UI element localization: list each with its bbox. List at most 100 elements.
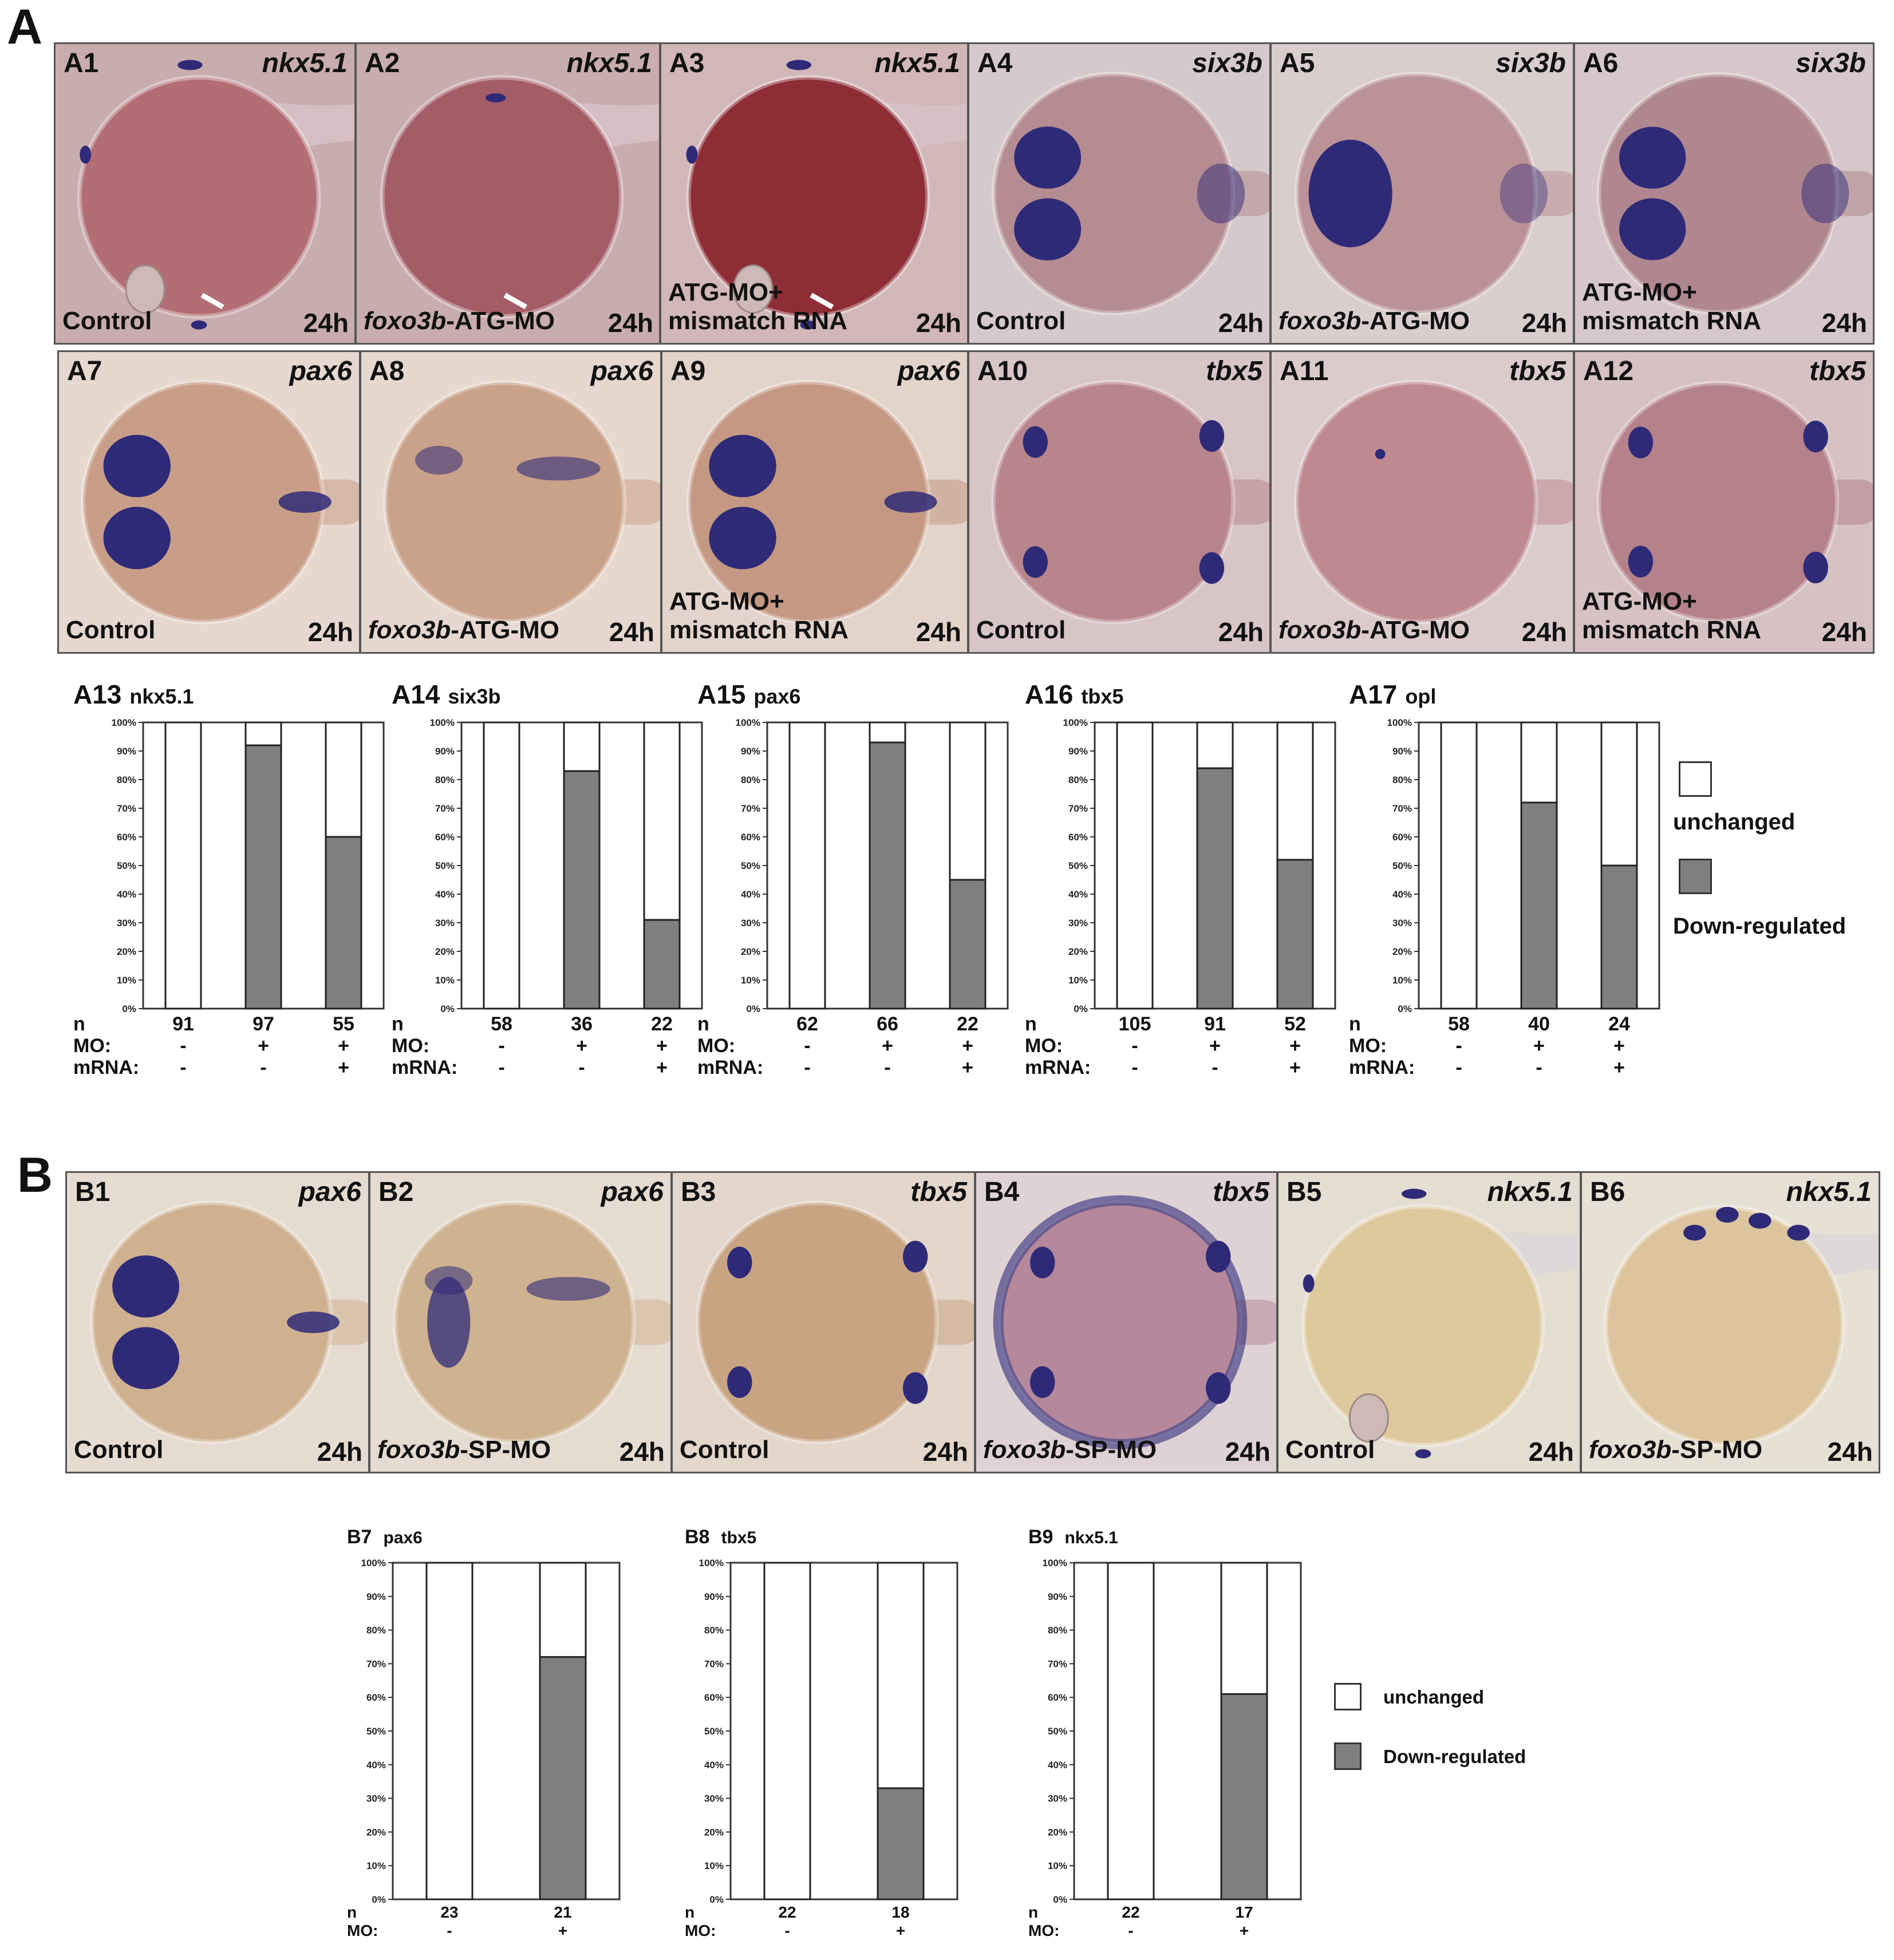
y-tick-label: 0%	[709, 1894, 724, 1905]
white-arrow	[503, 293, 527, 310]
condition-line: foxo3b-ATG-MO	[1279, 615, 1470, 644]
condition-line: ATG-MO+	[669, 587, 784, 616]
gene-name: tbx5	[1809, 356, 1866, 386]
mo-value: +	[1533, 1035, 1545, 1057]
chart-title: A13 nkx5.1	[73, 681, 194, 708]
y-tick-label: 20%	[741, 946, 760, 957]
y-tick-label: 90%	[704, 1591, 724, 1602]
mrna-value: -	[260, 1057, 266, 1078]
mrna-value: -	[884, 1057, 890, 1078]
condition-line: foxo3b-ATG-MO	[368, 615, 560, 644]
expression-spot	[80, 145, 92, 164]
y-tick-label: 50%	[741, 860, 760, 871]
timepoint-label: 24h	[1528, 1437, 1574, 1467]
timepoint-label: 24h	[317, 1437, 362, 1467]
legend-label-down: Down-regulated	[1383, 1746, 1526, 1767]
y-tick-label: 70%	[366, 1658, 386, 1669]
embryo-yolk	[1296, 382, 1537, 622]
panel-label: A5	[1280, 48, 1315, 78]
panel-label: A6	[1583, 48, 1619, 78]
embryo-yolk	[688, 77, 928, 317]
y-tick-label: 80%	[741, 774, 760, 785]
condition-label: Control	[976, 307, 1066, 335]
y-tick-label: 100%	[1387, 717, 1412, 728]
chart-gene: pax6	[383, 1528, 423, 1547]
expression-spot	[1749, 1212, 1771, 1229]
stacked-bar-chart: B9 nkx5.1 0% 10% 20% 30% 40% 50% 60% 70% 80% 90% 100…	[1028, 1527, 1303, 1951]
embryo-outline	[392, 1200, 637, 1444]
panel-label: A8	[369, 356, 405, 386]
eye-stain	[1619, 127, 1686, 189]
y-tick-label: 20%	[366, 1827, 386, 1838]
y-tick-label: 90%	[435, 746, 455, 757]
y-tick-label: 10%	[435, 975, 455, 986]
n-value: 91	[172, 1013, 194, 1035]
mo-value: +	[882, 1035, 893, 1057]
panel-label: B4	[984, 1177, 1020, 1207]
n-value: 91	[1204, 1013, 1226, 1035]
micrograph-panel: A7 pax6 Control 24h	[57, 350, 361, 654]
row-label-n: n	[1025, 1013, 1037, 1035]
mo-value: -	[447, 1922, 452, 1939]
n-value: 22	[957, 1013, 978, 1035]
fin-bud-stain	[1803, 551, 1828, 584]
y-tick-label: 0%	[122, 1003, 136, 1014]
y-tick-label: 80%	[1048, 1625, 1067, 1636]
y-tick-label: 70%	[704, 1658, 724, 1669]
condition-label: ATG-MO+ mismatch RNA	[1582, 587, 1761, 644]
chart-gene: six3b	[448, 685, 501, 708]
y-tick-label: 100%	[699, 1558, 724, 1568]
y-tick-label: 30%	[366, 1793, 386, 1804]
y-tick-label: 0%	[440, 1003, 455, 1014]
gene-name: pax6	[289, 356, 352, 386]
row-label-n: n	[685, 1903, 695, 1921]
panel-label: A10	[977, 356, 1028, 386]
panel-label: B1	[75, 1177, 111, 1207]
condition-label: Control	[62, 307, 152, 335]
gene-name: nkx5.1	[874, 48, 960, 78]
mo-value: +	[1289, 1035, 1301, 1057]
stacked-bar-chart: A13 nkx5.1 0% 10% 20% 30% 40% 50% 60% 70% 80% 90% 10…	[73, 681, 385, 1116]
condition-label: ATG-MO+ mismatch RNA	[668, 278, 847, 335]
y-tick-label: 20%	[435, 946, 455, 957]
embryo-outline	[382, 380, 627, 624]
y-tick-label: 80%	[704, 1625, 724, 1636]
chart-title: A15 pax6	[697, 681, 800, 708]
bar-down-regulated	[877, 1787, 925, 1900]
legend-swatch-unchanged	[1679, 761, 1712, 797]
condition-line: mismatch RNA	[668, 306, 847, 335]
mo-value: -	[804, 1035, 810, 1057]
bar-down-regulated	[1220, 1693, 1268, 1900]
y-tick-label: 40%	[1392, 889, 1412, 900]
otic-vesicle	[733, 264, 774, 314]
expression-spot	[1303, 1274, 1315, 1293]
panel-label: B3	[681, 1177, 716, 1207]
y-tick-label: 100%	[1043, 1558, 1067, 1568]
row-label-mrna: mRNA:	[73, 1057, 139, 1078]
y-tick-label: 80%	[1068, 774, 1088, 785]
condition-line: foxo3b-ATG-MO	[364, 306, 555, 335]
panel-label: A11	[1280, 356, 1329, 386]
timepoint-label: 24h	[1821, 617, 1867, 647]
tail-stain	[1500, 163, 1548, 224]
n-value: 40	[1528, 1013, 1550, 1035]
chart-gene: tbx5	[721, 1528, 757, 1547]
eye-stain	[112, 1255, 180, 1318]
condition-label: Control	[66, 616, 155, 644]
embryo-outline	[1603, 1204, 1845, 1447]
expression-spot	[486, 93, 506, 102]
condition-line: ATG-MO+	[668, 278, 783, 307]
gene-name: tbx5	[1213, 1177, 1269, 1207]
y-tick-label: 30%	[435, 918, 455, 928]
gene-italic: foxo3b	[1279, 306, 1362, 335]
timepoint-label: 24h	[1827, 1437, 1873, 1467]
bar-unchanged	[425, 1562, 474, 1900]
y-tick-label: 100%	[1063, 717, 1088, 728]
row-label-mo: MO:	[392, 1035, 429, 1057]
otic-vesicle	[1348, 1393, 1389, 1443]
timepoint-label: 24h	[1218, 617, 1264, 647]
chart-title: A17 opl	[1349, 681, 1436, 708]
y-tick-label: 80%	[117, 774, 136, 785]
ring-stain	[993, 1195, 1248, 1449]
panel-label: B2	[378, 1177, 414, 1207]
